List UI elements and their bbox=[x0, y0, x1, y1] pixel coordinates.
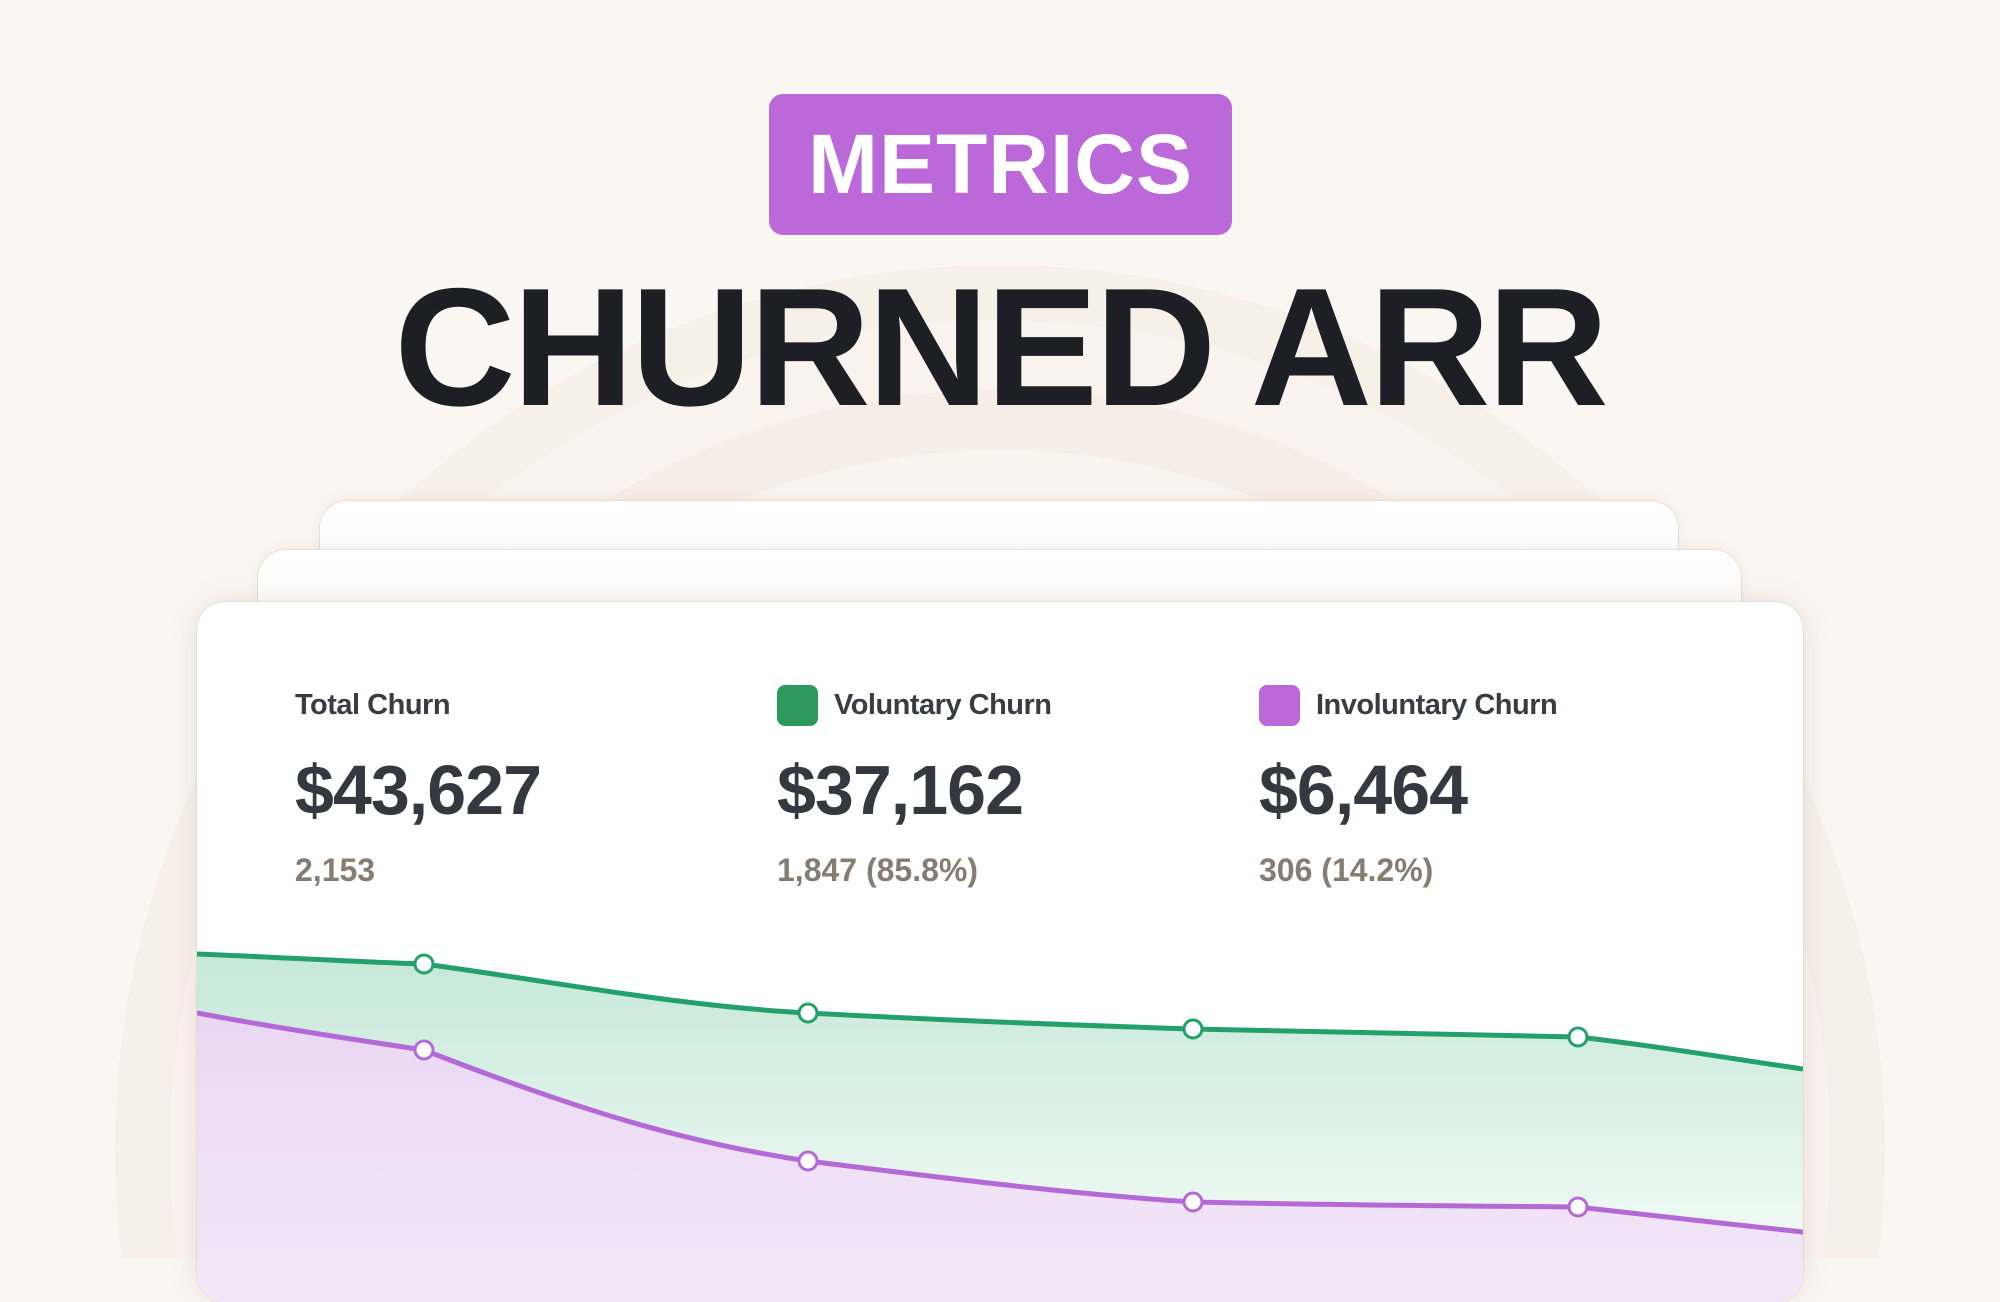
metrics-badge: METRICS bbox=[769, 94, 1232, 235]
stat-value: $43,627 bbox=[295, 751, 542, 829]
legend-swatch-purple-icon bbox=[1259, 684, 1300, 726]
involuntary-markers bbox=[413, 1039, 1589, 1218]
stat-involuntary-churn: Involuntary Churn $6,464 306 (14.2%) bbox=[1259, 684, 1558, 890]
involuntary-area bbox=[197, 1013, 1803, 1302]
stat-label: Total Churn bbox=[295, 688, 451, 721]
data-point[interactable] bbox=[797, 1002, 819, 1024]
stat-count: 1,847 (85.8%) bbox=[777, 852, 979, 888]
data-point[interactable] bbox=[413, 1039, 435, 1061]
data-point[interactable] bbox=[413, 953, 435, 975]
stat-value: $6,464 bbox=[1259, 751, 1468, 829]
legend-swatch-green-icon bbox=[777, 684, 818, 726]
stat-voluntary-churn: Voluntary Churn $37,162 1,847 (85.8%) bbox=[777, 684, 1052, 890]
stat-label: Involuntary Churn bbox=[1316, 688, 1558, 721]
badge-label: METRICS bbox=[808, 117, 1193, 211]
stat-total-churn: Total Churn $43,627 2,153 bbox=[295, 684, 542, 890]
data-point[interactable] bbox=[1182, 1191, 1204, 1213]
stat-value: $37,162 bbox=[777, 751, 1024, 829]
voluntary-markers bbox=[413, 953, 1589, 1048]
page-title: CHURNED ARR bbox=[394, 253, 1608, 441]
data-point[interactable] bbox=[1182, 1018, 1204, 1040]
stat-count: 2,153 bbox=[295, 852, 376, 888]
stat-label: Voluntary Churn bbox=[834, 688, 1052, 721]
churn-card: Total Churn $43,627 2,153 Voluntary Chur… bbox=[197, 602, 1803, 1302]
data-point[interactable] bbox=[1567, 1026, 1589, 1048]
data-point[interactable] bbox=[797, 1150, 819, 1172]
churn-area-chart bbox=[197, 951, 1803, 1302]
stat-count: 306 (14.2%) bbox=[1259, 852, 1434, 888]
data-point[interactable] bbox=[1567, 1196, 1589, 1218]
